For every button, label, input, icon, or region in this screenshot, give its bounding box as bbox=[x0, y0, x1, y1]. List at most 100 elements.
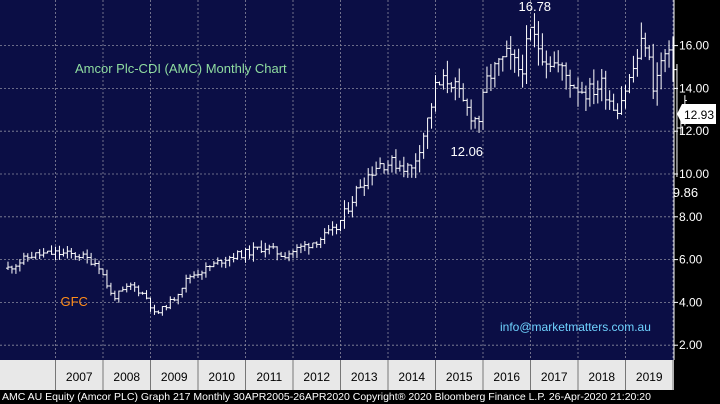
price-bar bbox=[140, 291, 145, 295]
price-bar bbox=[595, 80, 600, 104]
price-bar bbox=[203, 262, 208, 278]
price-bar bbox=[429, 103, 434, 129]
price-bar bbox=[124, 283, 129, 293]
price-bar bbox=[318, 237, 323, 249]
price-bar bbox=[180, 287, 185, 298]
x-tick-label: 2009 bbox=[161, 370, 188, 384]
price-bar bbox=[520, 54, 525, 88]
last-price-tag-shape bbox=[677, 104, 716, 124]
price-bar bbox=[53, 246, 58, 261]
price-bar bbox=[267, 244, 272, 255]
y-tick-label: 2.00 bbox=[679, 338, 703, 352]
price-bar bbox=[548, 56, 553, 73]
annotation-label: 12.06 bbox=[451, 144, 484, 159]
price-bar bbox=[128, 282, 133, 291]
price-bar bbox=[374, 161, 379, 176]
price-bar bbox=[401, 156, 406, 178]
y-tick-label: 16.00 bbox=[679, 39, 709, 53]
y-tick-label: 4.00 bbox=[679, 295, 703, 309]
price-bar bbox=[144, 290, 149, 300]
price-bar bbox=[366, 168, 371, 190]
price-bar bbox=[508, 36, 513, 70]
price-bar bbox=[655, 62, 660, 106]
price-bar bbox=[433, 75, 438, 112]
price-bar bbox=[219, 259, 224, 268]
price-bar bbox=[603, 70, 608, 110]
price-bar bbox=[65, 246, 70, 259]
price-bar bbox=[259, 240, 264, 253]
price-bar bbox=[152, 304, 157, 315]
price-bar bbox=[231, 253, 236, 263]
price-bar bbox=[382, 163, 387, 174]
annotation-label: 9.86 bbox=[673, 185, 698, 200]
price-bar bbox=[532, 13, 537, 48]
x-tick-label: 2013 bbox=[351, 370, 378, 384]
price-bar bbox=[564, 62, 569, 90]
price-bar bbox=[481, 88, 485, 130]
price-bar bbox=[251, 242, 256, 262]
x-tick-label: 2017 bbox=[541, 370, 568, 384]
price-bar bbox=[172, 297, 177, 302]
price-bar bbox=[540, 33, 545, 66]
price-bar bbox=[61, 248, 66, 257]
price-bar bbox=[247, 245, 252, 259]
price-bar bbox=[591, 69, 596, 105]
price-bar bbox=[6, 261, 10, 270]
price-bar bbox=[49, 245, 54, 255]
price-bar bbox=[409, 164, 414, 178]
price-bar bbox=[362, 177, 367, 196]
x-tick-label: 2012 bbox=[303, 370, 330, 384]
price-bar bbox=[192, 271, 197, 279]
price-bar bbox=[647, 45, 652, 61]
price-bar bbox=[405, 162, 410, 178]
price-bar bbox=[663, 49, 668, 73]
price-bar bbox=[235, 250, 240, 260]
price-bar bbox=[73, 252, 78, 261]
price-bar bbox=[298, 243, 303, 254]
price-bar bbox=[17, 259, 22, 272]
price-bar bbox=[326, 225, 331, 235]
price-bar bbox=[41, 248, 46, 258]
price-bar bbox=[473, 116, 478, 129]
price-bar bbox=[437, 81, 442, 86]
price-bar bbox=[176, 293, 181, 305]
price-bar bbox=[310, 242, 315, 249]
annotations: GFC 16.78 12.06 9.86 bbox=[61, 0, 699, 309]
price-bar bbox=[350, 196, 355, 218]
price-bar bbox=[635, 49, 640, 77]
x-axis: 2007 2008 2009 2010 2011 2012 2013 2014 2015 2016… bbox=[0, 360, 674, 390]
last-price-label: 12.93 bbox=[684, 108, 714, 122]
price-bar bbox=[156, 310, 161, 314]
price-bar bbox=[291, 249, 295, 259]
price-bar bbox=[354, 185, 359, 207]
price-bar bbox=[93, 258, 98, 267]
price-bar bbox=[314, 241, 319, 248]
price-bar bbox=[583, 85, 588, 111]
price-bar bbox=[576, 77, 580, 107]
price-bar bbox=[77, 254, 82, 261]
price-bar bbox=[89, 252, 94, 266]
x-tick-label: 2007 bbox=[66, 370, 93, 384]
last-price-tag: 12.93 bbox=[677, 104, 716, 124]
price-bar bbox=[397, 160, 402, 172]
price-bar bbox=[45, 250, 50, 254]
price-bar bbox=[279, 251, 284, 257]
price-bar bbox=[465, 98, 470, 116]
price-bar bbox=[215, 257, 220, 265]
y-tick-label: 10.00 bbox=[679, 167, 709, 181]
price-bar bbox=[287, 250, 292, 262]
price-bar bbox=[207, 265, 212, 272]
price-bar bbox=[572, 84, 577, 89]
footer-text: AMC AU Equity (Amcor PLC) Graph 217 Mont… bbox=[2, 391, 651, 403]
price-bar bbox=[413, 153, 418, 179]
price-bar bbox=[334, 223, 339, 235]
price-bar bbox=[631, 55, 636, 83]
price-bar bbox=[674, 64, 679, 177]
price-bar bbox=[579, 81, 584, 94]
price-bar bbox=[667, 40, 672, 68]
price-bar bbox=[461, 83, 466, 102]
price-bar bbox=[13, 264, 18, 274]
price-bar bbox=[453, 77, 458, 101]
price-bar bbox=[393, 149, 398, 174]
